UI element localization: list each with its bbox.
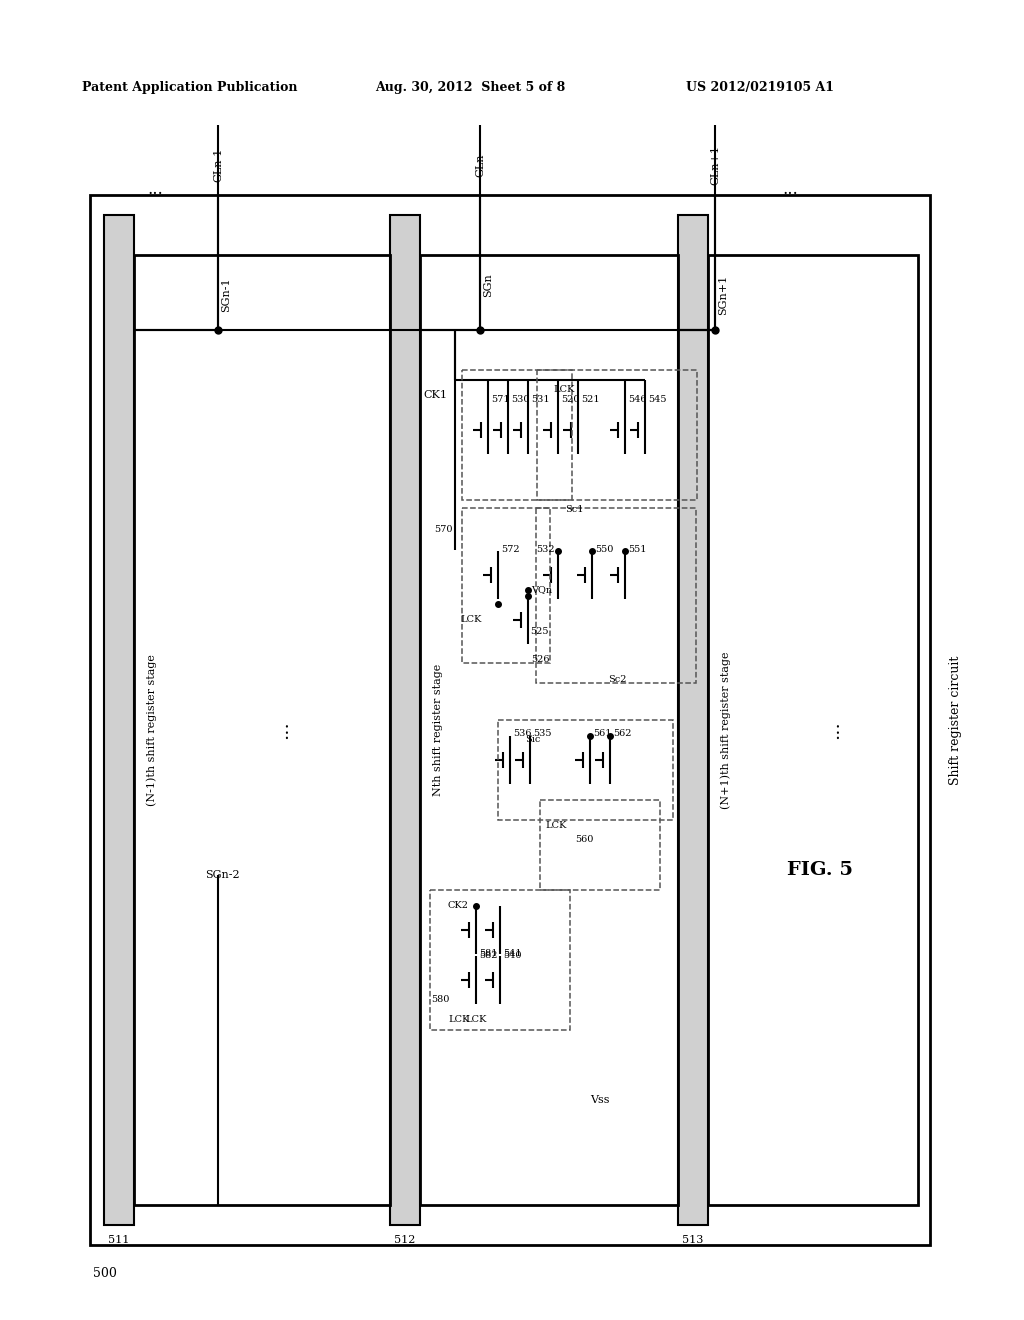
Text: SGn+1: SGn+1 — [718, 275, 728, 315]
Text: LCK: LCK — [545, 821, 566, 829]
Bar — [678, 215, 708, 1225]
Bar — [134, 255, 390, 1205]
Text: FIG. 5: FIG. 5 — [787, 861, 853, 879]
Text: SGn: SGn — [483, 273, 493, 297]
Text: SGn-1: SGn-1 — [221, 277, 231, 313]
Text: Patent Application Publication: Patent Application Publication — [82, 82, 298, 95]
Bar — [536, 508, 696, 682]
Text: 580: 580 — [432, 995, 450, 1005]
Text: 525: 525 — [530, 627, 549, 636]
Text: Aug. 30, 2012  Sheet 5 of 8: Aug. 30, 2012 Sheet 5 of 8 — [375, 82, 565, 95]
Text: (N-1)th shift register stage: (N-1)th shift register stage — [146, 655, 158, 807]
Text: Nth shift register stage: Nth shift register stage — [433, 664, 443, 796]
Text: 562: 562 — [613, 730, 632, 738]
Text: 561: 561 — [593, 730, 611, 738]
Bar — [540, 800, 660, 890]
Text: Vss: Vss — [590, 1096, 609, 1105]
Text: 512: 512 — [394, 1236, 416, 1245]
Text: 572: 572 — [501, 544, 519, 553]
Text: 582: 582 — [479, 952, 498, 961]
Text: US 2012/0219105 A1: US 2012/0219105 A1 — [686, 82, 834, 95]
Text: 526: 526 — [531, 656, 550, 664]
Bar — [420, 255, 678, 1205]
Text: GLn-1: GLn-1 — [213, 148, 223, 182]
Text: 511: 511 — [109, 1236, 130, 1245]
Bar — [104, 215, 134, 1225]
Text: 546: 546 — [628, 395, 646, 404]
Bar — [498, 719, 673, 820]
Text: 535: 535 — [534, 730, 552, 738]
Text: SGn-2: SGn-2 — [205, 870, 240, 880]
Text: CK2: CK2 — [449, 900, 469, 909]
Bar — [90, 195, 930, 1245]
Text: 530: 530 — [511, 395, 529, 404]
Bar — [390, 215, 420, 1225]
Text: Shift register circuit: Shift register circuit — [948, 655, 962, 784]
Text: 500: 500 — [93, 1267, 117, 1280]
Text: GLn: GLn — [475, 153, 485, 177]
Bar — [430, 890, 570, 1030]
Bar — [462, 508, 550, 663]
Text: VQn: VQn — [531, 586, 552, 594]
Text: ...: ... — [782, 181, 798, 198]
Text: 541: 541 — [503, 949, 521, 958]
Text: 521: 521 — [581, 395, 600, 404]
Text: 550: 550 — [595, 544, 613, 553]
Text: 551: 551 — [628, 544, 646, 553]
Text: 520: 520 — [561, 395, 580, 404]
Text: CK1: CK1 — [423, 389, 447, 400]
Text: ...: ... — [824, 721, 842, 739]
Text: LCK: LCK — [465, 1015, 486, 1024]
Text: 545: 545 — [648, 395, 667, 404]
Text: GLn+1: GLn+1 — [710, 145, 720, 185]
Text: 560: 560 — [575, 836, 593, 845]
Bar — [708, 255, 918, 1205]
Text: LCK: LCK — [449, 1015, 469, 1024]
Text: 540: 540 — [503, 952, 521, 961]
Text: LCK: LCK — [460, 615, 481, 624]
Text: 531: 531 — [531, 395, 550, 404]
Text: 570: 570 — [434, 525, 453, 535]
Text: 536: 536 — [513, 730, 531, 738]
Bar — [462, 370, 572, 500]
Text: LCK: LCK — [553, 385, 574, 395]
Text: 532: 532 — [537, 544, 555, 553]
Text: 581: 581 — [479, 949, 498, 958]
Text: Sc1: Sc1 — [565, 506, 584, 515]
Text: 571: 571 — [490, 395, 510, 404]
Text: ...: ... — [147, 181, 163, 198]
Text: ...: ... — [273, 721, 291, 739]
Text: (N+1)th shift register stage: (N+1)th shift register stage — [721, 651, 731, 809]
Text: Sc2: Sc2 — [608, 676, 627, 685]
Text: Sic: Sic — [525, 735, 541, 744]
Bar — [537, 370, 697, 500]
Text: 513: 513 — [682, 1236, 703, 1245]
